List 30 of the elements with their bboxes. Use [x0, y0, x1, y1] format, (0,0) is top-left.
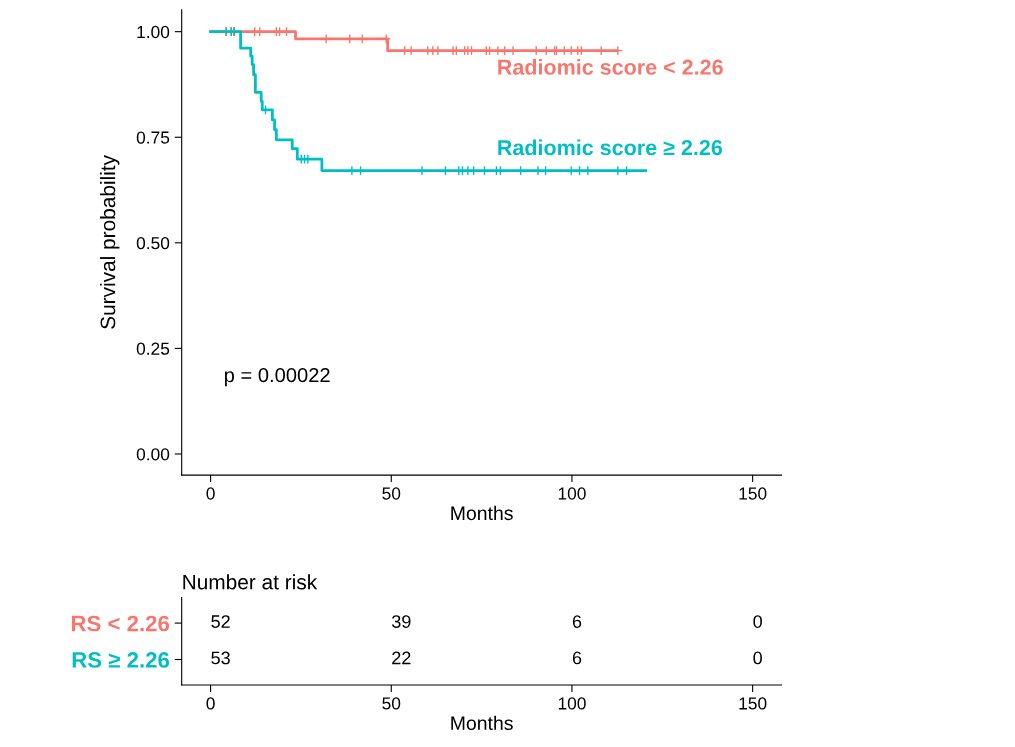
data-label: 52 — [211, 615, 230, 628]
y-tick-label: RS < 2.26 — [71, 615, 170, 632]
data-label: 22 — [392, 651, 411, 665]
chart-title: Number at risk — [183, 574, 318, 590]
y-tick-label: 0.75 — [136, 131, 170, 144]
x-tick-label: 0 — [206, 697, 215, 710]
x-axis-title: Months — [451, 715, 513, 731]
x-tick-label: 0 — [206, 487, 215, 500]
x-tick-label: 150 — [739, 487, 767, 500]
y-axis-title: Survival probability — [100, 155, 120, 329]
x-tick-label: 50 — [382, 697, 401, 710]
y-tick-label: 0.00 — [136, 448, 170, 461]
data-label: 39 — [391, 615, 411, 628]
data-label: 6 — [572, 615, 582, 628]
y-tick-label: 0.50 — [136, 236, 170, 250]
x-tick-label: 150 — [739, 697, 767, 710]
x-axis-title: Months — [451, 505, 513, 521]
series-label: Radiomic score < 2.26 — [498, 59, 723, 75]
series-label: Radiomic score ≥ 2.26 — [498, 139, 723, 156]
data-label: 6 — [572, 651, 582, 665]
x-tick-label: 100 — [558, 487, 586, 500]
data-label: 0 — [753, 615, 762, 628]
y-tick-label: 0.25 — [136, 342, 170, 355]
data-label: 53 — [211, 651, 230, 665]
y-tick-label: RS ≥ 2.26 — [72, 652, 170, 668]
annotation: p = 0.00022 — [224, 367, 330, 387]
data-label: 0 — [753, 651, 762, 665]
x-tick-label: 50 — [382, 487, 401, 500]
y-tick-label: 1.00 — [137, 25, 170, 39]
x-tick-label: 100 — [558, 697, 586, 710]
